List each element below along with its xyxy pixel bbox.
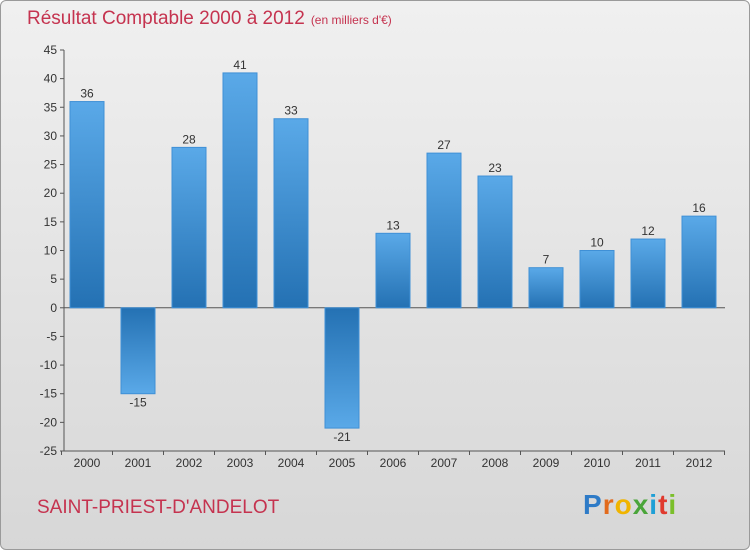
proxiti-logo: Proxiti <box>583 489 678 520</box>
bar-2002 <box>171 146 207 309</box>
x-tick-label: 2012 <box>686 456 713 470</box>
bar-value-label: 7 <box>543 253 550 267</box>
bar-2011 <box>630 238 666 309</box>
x-tick-label: 2004 <box>278 456 305 470</box>
x-tick-label: 2009 <box>533 456 560 470</box>
y-tick-label: -5 <box>46 329 57 343</box>
x-tick-label: 2000 <box>74 456 101 470</box>
bar-value-label: 16 <box>692 201 706 215</box>
commune-name: SAINT-PRIEST-D'ANDELOT <box>37 497 280 518</box>
y-tick-label: -10 <box>40 358 58 372</box>
y-tick-label: 30 <box>44 129 58 143</box>
bar-value-label: 36 <box>80 87 94 101</box>
y-tick-label: 20 <box>44 186 58 200</box>
bar-2012 <box>681 215 717 309</box>
chart-subtitle: (en milliers d'€) <box>310 13 392 27</box>
bar-value-label: -21 <box>333 430 351 444</box>
bar-value-label: 10 <box>590 236 604 250</box>
bar-2004 <box>273 118 309 309</box>
chart-axes: 45 40 35 30 25 20 15 10 5 0 -5 -10 -15 -20 -25 2000 2001… <box>40 43 725 470</box>
bar-2005 <box>324 307 360 429</box>
x-tick-label: 2006 <box>380 456 407 470</box>
y-tick-label: 35 <box>44 100 58 114</box>
bar-value-label: -15 <box>129 396 147 410</box>
chart-title: Résultat Comptable 2000 à 2012 (en millie… <box>27 8 392 30</box>
x-tick-label: 2010 <box>584 456 611 470</box>
x-tick-label: 2002 <box>176 456 203 470</box>
bar-2006 <box>375 232 411 309</box>
y-tick-label: 0 <box>50 301 57 315</box>
x-tick-label: 2003 <box>227 456 254 470</box>
bar-value-label: 33 <box>284 104 298 118</box>
y-tick-label: -20 <box>40 415 58 429</box>
bar-value-label: 28 <box>182 132 196 146</box>
x-tick-label: 2005 <box>329 456 356 470</box>
x-tick-label: 2007 <box>431 456 458 470</box>
bar-2007 <box>426 152 462 309</box>
chart-bars <box>69 72 717 429</box>
bar-2003 <box>222 72 258 309</box>
y-tick-label: 40 <box>44 72 58 86</box>
chart-title-text: Résultat Comptable 2000 à 2012 <box>27 8 305 29</box>
y-tick-label: 45 <box>44 43 58 57</box>
y-tick-label: -25 <box>40 444 58 458</box>
y-tick-label: 10 <box>44 244 58 258</box>
bar-2001 <box>120 307 156 395</box>
bar-2000 <box>69 101 105 309</box>
bar-value-label: 23 <box>488 161 502 175</box>
x-tick-label: 2008 <box>482 456 509 470</box>
bar-value-label: 13 <box>386 218 400 232</box>
y-tick-label: 5 <box>50 272 57 286</box>
y-tick-label: 25 <box>44 158 58 172</box>
bar-2010 <box>579 250 615 309</box>
bar-value-label: 27 <box>437 138 451 152</box>
chart-data-labels: 36 -15 28 41 33 -21 13 27 23 7 10 12 16 <box>80 58 706 444</box>
bar-value-label: 41 <box>233 58 247 72</box>
y-tick-label: 15 <box>44 215 58 229</box>
bar-2008 <box>477 175 513 309</box>
x-tick-label: 2011 <box>635 456 661 470</box>
y-tick-label: -15 <box>40 387 58 401</box>
bar-2009 <box>528 267 564 309</box>
x-tick-label: 2001 <box>125 456 152 470</box>
bar-value-label: 12 <box>641 224 655 238</box>
